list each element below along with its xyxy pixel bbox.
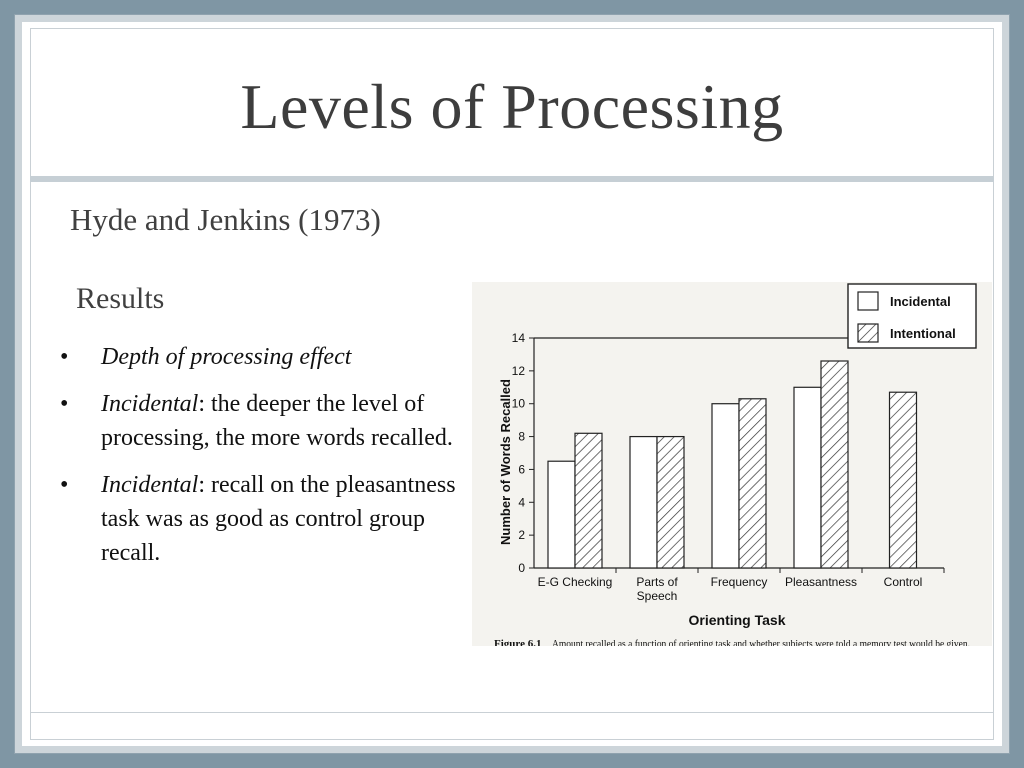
- slide-subtitle: Hyde and Jenkins (1973): [70, 202, 381, 237]
- slide-inner-frame: [30, 28, 994, 740]
- y-tick-label: 8: [518, 430, 525, 444]
- x-tick-label: Speech: [637, 589, 678, 603]
- footer-divider: [30, 712, 994, 713]
- x-axis-label: Orienting Task: [689, 612, 786, 628]
- figure-caption-label: Figure 6.1: [494, 638, 541, 646]
- bullet-dot: •: [60, 472, 69, 498]
- y-tick-label: 2: [518, 528, 525, 542]
- y-tick-label: 14: [512, 331, 526, 345]
- bar-intentional: [656, 435, 685, 569]
- results-heading: Results: [76, 282, 165, 315]
- bullet-item: • Incidental: the deeper the level of pr…: [56, 387, 466, 455]
- bar-intentional: [574, 432, 603, 569]
- slide: Levels of Processing Hyde and Jenkins (1…: [22, 22, 1002, 746]
- y-tick-label: 12: [512, 364, 526, 378]
- x-tick-label: Parts of: [636, 575, 678, 589]
- bullet-italic-text: Incidental: [101, 391, 199, 417]
- bar-intentional: [888, 391, 918, 569]
- y-tick-label: 0: [518, 561, 525, 575]
- bullet-dot: •: [60, 391, 69, 417]
- legend-label: Intentional: [890, 326, 956, 341]
- y-tick-label: 4: [518, 495, 525, 509]
- y-tick-label: 10: [512, 397, 526, 411]
- bullet-text: : recall on the pleasantness task was as…: [101, 472, 456, 566]
- x-tick-label: Frequency: [711, 575, 768, 589]
- figure-image: 0 2 4 6 8 10 12 14 E-G Checking Parts of Speech Fre…: [472, 282, 992, 646]
- legend-swatch-intentional: [857, 323, 879, 343]
- slide-title: Levels of Processing: [240, 71, 784, 142]
- bar-incidental: [793, 386, 822, 569]
- bar-intentional: [738, 398, 767, 569]
- bar-incidental: [711, 403, 740, 569]
- chart-bars: [547, 360, 918, 569]
- bar-intentional: [820, 360, 849, 569]
- bullet-item: • Incidental: recall on the pleasantness…: [56, 468, 466, 570]
- title-band: Levels of Processing: [30, 28, 994, 182]
- bar-incidental: [547, 460, 576, 569]
- y-tick-label: 6: [518, 462, 525, 476]
- x-tick-label: E-G Checking: [538, 575, 613, 589]
- bullet-italic-text: Depth of processing effect: [101, 344, 352, 370]
- y-axis-label: Number of Words Recalled: [498, 379, 513, 545]
- legend-label: Incidental: [890, 294, 951, 309]
- x-tick-label: Control: [884, 575, 923, 589]
- figure-caption-text: Amount recalled as a function of orienti…: [552, 638, 970, 646]
- bullet-italic-text: Incidental: [101, 472, 199, 498]
- legend-swatch-incidental: [857, 291, 879, 311]
- x-tick-label: Pleasantness: [785, 575, 857, 589]
- chart-legend: Incidental Intentional: [847, 283, 977, 349]
- bullet-dot: •: [60, 344, 69, 370]
- bullet-text: : the deeper the level of processing, th…: [101, 391, 453, 451]
- bullet-item: • Depth of processing effect: [56, 340, 466, 374]
- bar-incidental: [629, 435, 658, 569]
- bullet-list: • Depth of processing effect • Incidenta…: [56, 340, 466, 583]
